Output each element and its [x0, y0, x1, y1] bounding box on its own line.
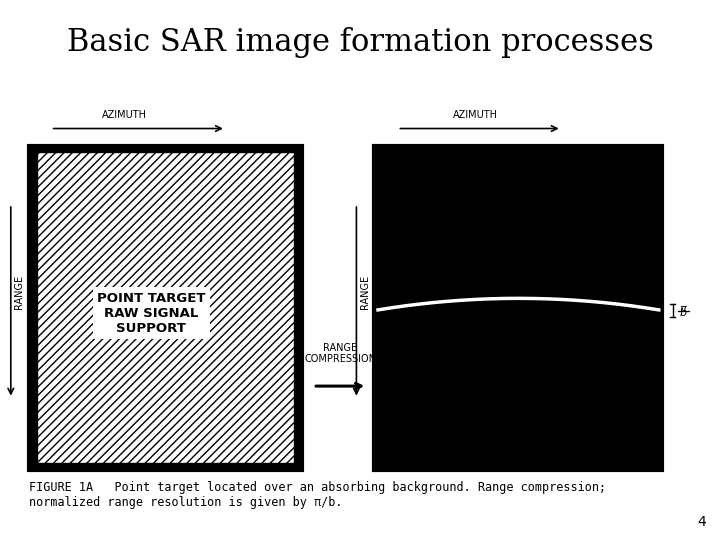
Text: $b$: $b$ — [679, 306, 688, 318]
Text: RANGE: RANGE — [14, 274, 24, 309]
Text: AZIMUTH: AZIMUTH — [453, 110, 498, 120]
Text: Basic SAR image formation processes: Basic SAR image formation processes — [66, 27, 654, 58]
Bar — [29, 146, 302, 470]
Text: POINT TARGET
RAW SIGNAL
SUPPORT: POINT TARGET RAW SIGNAL SUPPORT — [97, 292, 205, 335]
Text: $\pi$: $\pi$ — [679, 303, 688, 314]
Text: RANGE
COMPRESSION: RANGE COMPRESSION — [305, 343, 377, 364]
Text: 4: 4 — [697, 515, 706, 529]
Bar — [37, 152, 294, 463]
Text: AZIMUTH: AZIMUTH — [102, 110, 147, 120]
Text: RANGE: RANGE — [360, 274, 370, 309]
Text: FIGURE 1A   Point target located over an absorbing background. Range compression: FIGURE 1A Point target located over an a… — [29, 481, 606, 509]
Bar — [374, 146, 662, 470]
